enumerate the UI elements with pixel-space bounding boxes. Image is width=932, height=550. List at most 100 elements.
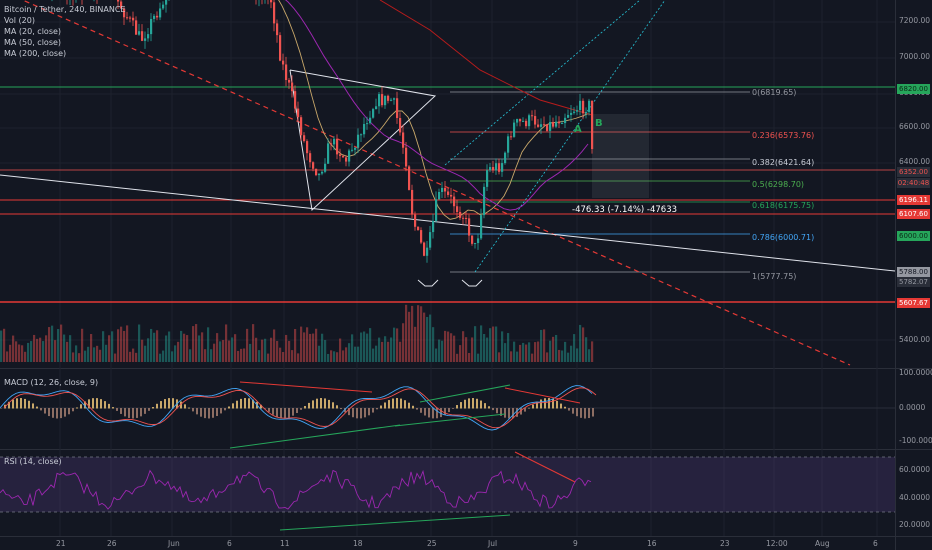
candle-body xyxy=(591,100,594,150)
time-axis-label: 23 xyxy=(720,539,730,548)
legend-ma50[interactable]: MA (50, close) xyxy=(4,38,62,47)
time-axis-label: Aug xyxy=(815,539,830,548)
macd-histogram-bar xyxy=(244,398,246,409)
candle-body xyxy=(321,171,324,174)
volume-bar xyxy=(540,329,543,362)
price-axis-label: 5400.00 xyxy=(899,335,931,344)
macd-histogram-bar xyxy=(180,401,182,409)
candle-body xyxy=(342,155,345,158)
legend-vol[interactable]: Vol (20) xyxy=(4,16,35,25)
macd-histogram-bar xyxy=(560,403,562,409)
volume-bar xyxy=(570,345,573,362)
candle-body xyxy=(561,123,564,125)
candle-body xyxy=(165,0,168,5)
macd-histogram-bar xyxy=(512,408,514,419)
candle-body xyxy=(579,100,582,111)
rsi-line xyxy=(0,469,592,510)
macd-histogram-bar xyxy=(448,408,450,413)
macd-histogram-bar xyxy=(324,398,326,409)
volume-bar xyxy=(525,344,528,362)
volume-bar xyxy=(120,326,123,362)
macd-histogram-bar xyxy=(328,399,330,409)
candle-body xyxy=(390,99,393,101)
volume-bar xyxy=(387,341,390,362)
downtrend-line xyxy=(21,0,851,366)
macd-histogram-bar xyxy=(360,408,362,419)
time-axis-label: 11 xyxy=(280,539,290,548)
volume-bar xyxy=(363,331,366,362)
macd-histogram-bar xyxy=(480,400,482,409)
macd-histogram-bar xyxy=(60,408,62,419)
candle-body xyxy=(456,206,459,212)
macd-histogram-bar xyxy=(308,402,310,409)
macd-histogram-bar xyxy=(16,398,18,409)
macd-histogram-bar xyxy=(504,408,506,418)
volume-bar xyxy=(114,353,117,362)
macd-histogram-bar xyxy=(540,399,542,409)
candle-body xyxy=(141,31,144,41)
volume-bar xyxy=(486,337,489,362)
rsi-title[interactable]: RSI (14, close) xyxy=(4,457,62,466)
volume-bar xyxy=(90,334,93,362)
volume-bar xyxy=(318,345,321,362)
volume-bar xyxy=(246,328,249,362)
candle-body xyxy=(117,0,120,2)
candle-body xyxy=(552,122,555,127)
fib-level-label: 0(6819.65) xyxy=(752,88,797,97)
volume-bar xyxy=(384,336,387,362)
macd-title[interactable]: MACD (12, 26, close, 9) xyxy=(4,378,99,387)
macd-histogram-bar xyxy=(40,408,42,411)
candle-body xyxy=(462,217,465,219)
candle-body xyxy=(486,170,489,187)
macd-histogram-bar xyxy=(556,400,558,409)
volume-bar xyxy=(537,341,540,362)
volume-bar xyxy=(306,327,309,362)
macd-histogram-bar xyxy=(408,402,410,409)
candle-body xyxy=(411,189,414,215)
volume-bar xyxy=(243,348,246,362)
volume-bar xyxy=(351,334,354,362)
macd-histogram-bar xyxy=(252,399,254,409)
volume-bar xyxy=(555,334,558,362)
volume-bar xyxy=(132,348,135,362)
ma20-line xyxy=(278,0,589,220)
candle-body xyxy=(516,119,519,123)
macd-histogram-bar xyxy=(452,408,454,409)
macd-histogram-bar xyxy=(464,399,466,409)
macd-histogram-bar xyxy=(356,408,358,419)
volume-bar xyxy=(96,345,99,362)
candle-body xyxy=(498,163,501,172)
macd-histogram-bar xyxy=(260,404,262,409)
volume-bar xyxy=(579,324,582,362)
rsi-band xyxy=(0,457,895,512)
bottom-arc xyxy=(461,279,483,287)
macd-histogram-bar xyxy=(304,406,306,409)
fib-level-label: 0.786(6000.71) xyxy=(752,233,815,242)
legend-ma20[interactable]: MA (20, close) xyxy=(4,27,62,36)
price-axis-label: 6600.00 xyxy=(899,122,931,131)
candle-body xyxy=(273,2,276,24)
candle-body xyxy=(303,135,306,142)
macd-histogram-bar xyxy=(380,405,382,409)
candle-body xyxy=(372,109,375,118)
macd-histogram-bar xyxy=(24,398,26,409)
measure-label: -476.33 (-7.14%) -47633 xyxy=(572,205,678,215)
volume-bar xyxy=(327,353,330,362)
volume-bar xyxy=(438,339,441,362)
volume-bar xyxy=(36,338,39,362)
candle-body xyxy=(543,124,546,126)
macd-histogram-bar xyxy=(84,401,86,409)
macd-divergence xyxy=(419,384,511,403)
macd-divergence xyxy=(239,381,373,393)
candle-body xyxy=(555,121,558,127)
volume-bar xyxy=(462,331,465,362)
legend-ma200[interactable]: MA (200, close) xyxy=(4,49,67,58)
macd-histogram-bar xyxy=(544,398,546,409)
volume-bar xyxy=(396,328,399,362)
macd-histogram-bar xyxy=(584,408,586,419)
candle-body xyxy=(294,91,297,109)
volume-bar xyxy=(30,341,33,362)
legend-symbol[interactable]: Bitcoin / Tether, 240, BINANCE xyxy=(4,5,126,14)
volume-bar xyxy=(450,333,453,362)
